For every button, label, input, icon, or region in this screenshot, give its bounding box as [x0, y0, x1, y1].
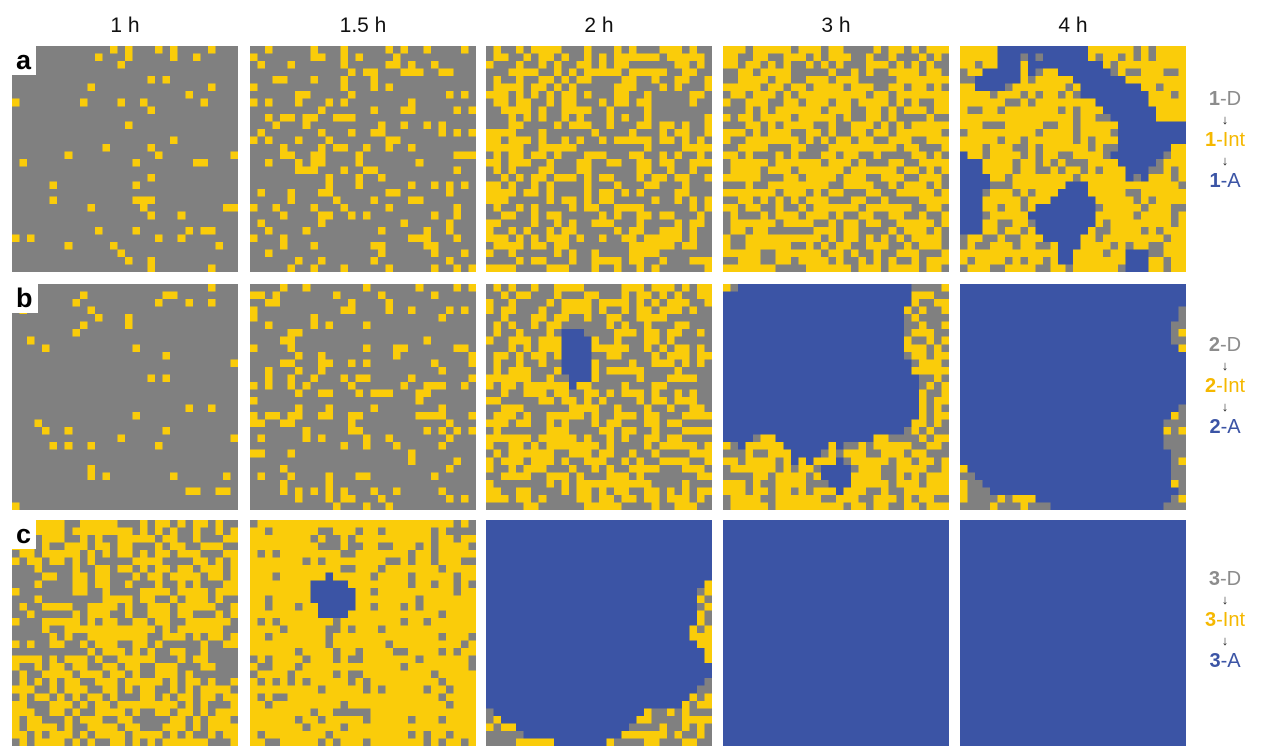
grid-canvas [486, 284, 712, 510]
grid-canvas [12, 520, 238, 746]
down-arrow-icon: ↓ [1221, 153, 1229, 168]
grid-canvas [960, 520, 1186, 746]
legend-item-d: 2-D [1208, 334, 1242, 356]
panel-c-2h [486, 520, 712, 746]
time-label-2h: 2 h [584, 14, 614, 37]
panel-c-1-5h [250, 520, 476, 746]
panel-c-4h [960, 520, 1186, 746]
panel-b-3h [723, 284, 949, 510]
panel-a-1-5h [250, 46, 476, 272]
grid-canvas [960, 46, 1186, 272]
panel-a-1h [12, 46, 238, 272]
legend-row-b: 2-D ↓ 2-Int ↓ 2-A [1188, 334, 1262, 438]
panel-b-1-5h [250, 284, 476, 510]
legend-item-int: 1-Int [1204, 129, 1246, 151]
panel-b-1h [12, 284, 238, 510]
legend-item-int: 2-Int [1204, 375, 1246, 397]
grid-canvas [486, 520, 712, 746]
legend-item-a: 2-A [1209, 416, 1241, 438]
grid-canvas [250, 520, 476, 746]
down-arrow-icon: ↓ [1221, 358, 1229, 373]
down-arrow-icon: ↓ [1221, 592, 1229, 607]
row-label-b: b [12, 284, 38, 313]
legend-row-a: 1-D ↓ 1-Int ↓ 1-A [1188, 88, 1262, 192]
panel-c-1h [12, 520, 238, 746]
grid-canvas [250, 46, 476, 272]
time-label-1h: 1 h [110, 14, 140, 37]
row-label-a: a [12, 46, 37, 75]
time-label-3h: 3 h [821, 14, 851, 37]
time-label-4h: 4 h [1058, 14, 1088, 37]
legend-item-d: 1-D [1208, 88, 1242, 110]
panel-c-3h [723, 520, 949, 746]
grid-canvas [12, 46, 238, 272]
panel-a-2h [486, 46, 712, 272]
row-label-c: c [12, 520, 37, 549]
grid-canvas [960, 284, 1186, 510]
legend-item-d: 3-D [1208, 568, 1242, 590]
panel-b-2h [486, 284, 712, 510]
grid-canvas [12, 284, 238, 510]
grid-canvas [486, 46, 712, 272]
legend-item-a: 1-A [1209, 170, 1241, 192]
panel-b-4h [960, 284, 1186, 510]
down-arrow-icon: ↓ [1221, 112, 1229, 127]
legend-item-a: 3-A [1209, 650, 1241, 672]
legend-row-c: 3-D ↓ 3-Int ↓ 3-A [1188, 568, 1262, 672]
grid-canvas [723, 520, 949, 746]
panel-a-4h [960, 46, 1186, 272]
time-label-1-5h: 1.5 h [339, 14, 387, 37]
grid-canvas [723, 46, 949, 272]
panel-a-3h [723, 46, 949, 272]
grid-canvas [723, 284, 949, 510]
down-arrow-icon: ↓ [1221, 399, 1229, 414]
down-arrow-icon: ↓ [1221, 633, 1229, 648]
grid-canvas [250, 284, 476, 510]
legend-item-int: 3-Int [1204, 609, 1246, 631]
